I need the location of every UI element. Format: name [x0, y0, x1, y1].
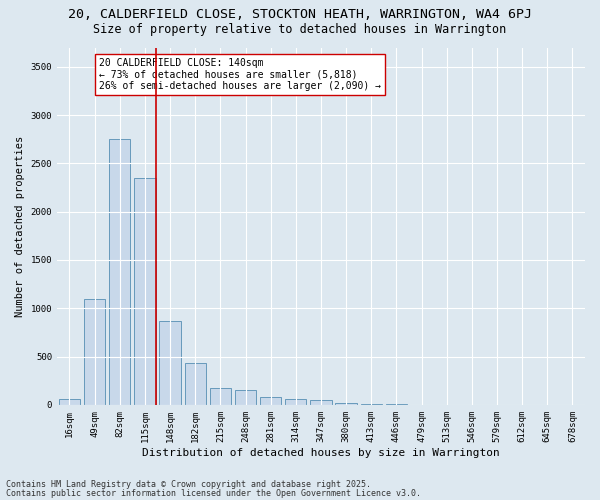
- Text: Size of property relative to detached houses in Warrington: Size of property relative to detached ho…: [94, 22, 506, 36]
- Bar: [59, 399, 80, 405]
- X-axis label: Distribution of detached houses by size in Warrington: Distribution of detached houses by size …: [142, 448, 500, 458]
- Bar: [285, 398, 307, 405]
- Text: 20, CALDERFIELD CLOSE, STOCKTON HEATH, WARRINGTON, WA4 6PJ: 20, CALDERFIELD CLOSE, STOCKTON HEATH, W…: [68, 8, 532, 20]
- Bar: [260, 397, 281, 405]
- Bar: [160, 321, 181, 405]
- Bar: [335, 404, 357, 405]
- Bar: [310, 400, 332, 405]
- Bar: [235, 390, 256, 405]
- Bar: [209, 388, 231, 405]
- Y-axis label: Number of detached properties: Number of detached properties: [15, 136, 25, 317]
- Bar: [185, 364, 206, 405]
- Text: Contains public sector information licensed under the Open Government Licence v3: Contains public sector information licen…: [6, 488, 421, 498]
- Text: 20 CALDERFIELD CLOSE: 140sqm
← 73% of detached houses are smaller (5,818)
26% of: 20 CALDERFIELD CLOSE: 140sqm ← 73% of de…: [99, 58, 381, 92]
- Bar: [361, 404, 382, 405]
- Bar: [84, 298, 106, 405]
- Text: Contains HM Land Registry data © Crown copyright and database right 2025.: Contains HM Land Registry data © Crown c…: [6, 480, 371, 489]
- Bar: [109, 139, 130, 405]
- Bar: [134, 178, 155, 405]
